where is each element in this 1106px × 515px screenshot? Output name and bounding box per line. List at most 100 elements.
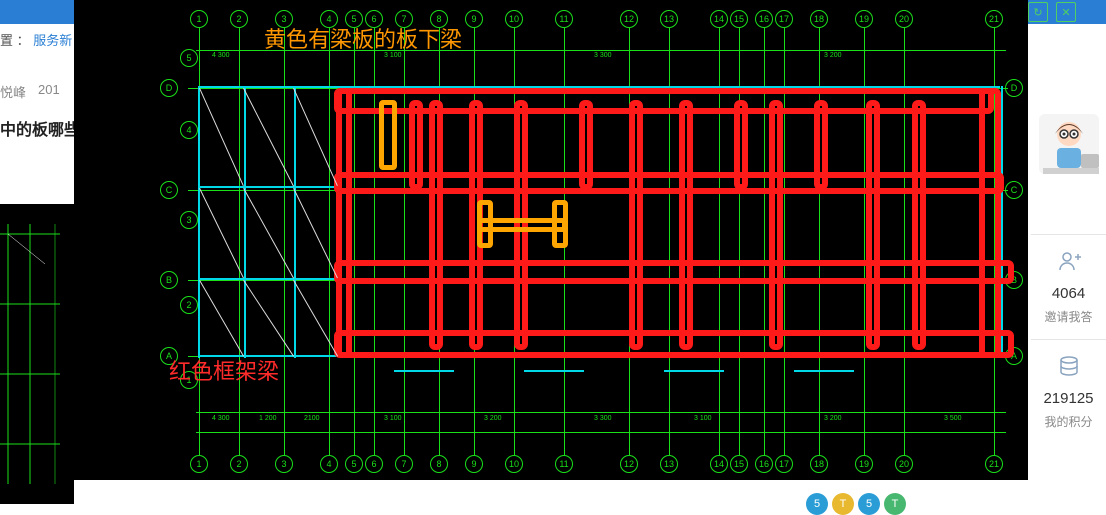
invite-label: 邀请我答: [1044, 308, 1092, 325]
badges-row: 5T5T: [806, 493, 906, 515]
red-beam-17: [979, 88, 1001, 358]
grid-bubble-bot-15: 16: [755, 455, 773, 473]
grid-bubble-right-D: D: [1005, 79, 1023, 97]
grid-bubble-right-C: C: [1005, 181, 1023, 199]
badge-1: T: [832, 493, 854, 515]
toolbar-icon-3[interactable]: ↻: [1028, 2, 1048, 22]
cyan-wall-9: [524, 370, 584, 372]
toolbar-icon-4[interactable]: ✕: [1056, 2, 1076, 22]
grid-bubble-bot-10: 11: [555, 455, 573, 473]
grid-bubble-top-1: 2: [230, 10, 248, 28]
cyan-wall-7: [294, 86, 296, 358]
grid-bubble-top-9: 10: [505, 10, 523, 28]
cyan-wall-11: [794, 370, 854, 372]
grid-bubble-bot-13: 14: [710, 455, 728, 473]
grid-bubble-bot-5: 6: [365, 455, 383, 473]
grid-bubble-top-15: 16: [755, 10, 773, 28]
grid-bubble-secondary-2: 2: [180, 296, 198, 314]
invite-card[interactable]: 4064 邀请我答: [1031, 234, 1106, 339]
grid-bubble-bot-18: 19: [855, 455, 873, 473]
grid-bubble-top-16: 17: [775, 10, 793, 28]
coins-icon: [1057, 354, 1081, 384]
points-label: 我的积分: [1044, 413, 1092, 430]
red-beam-4: [336, 88, 352, 358]
red-beam-14: [814, 100, 828, 190]
red-beam-5: [409, 100, 423, 190]
grid-bubble-bot-4: 5: [345, 455, 363, 473]
dim-text-9: 4 300: [212, 52, 230, 59]
annotation-red-frame: 红色框架梁: [169, 354, 279, 386]
red-beam-6: [429, 100, 443, 350]
grid-bubble-bot-0: 1: [190, 455, 208, 473]
diagonal-6: [199, 280, 244, 356]
sidebar: 4064 邀请我答 219125 我的积分: [1031, 54, 1106, 444]
diagonal-4: [243, 188, 294, 278]
grid-bubble-bot-19: 20: [895, 455, 913, 473]
grid-bubble-bot-8: 9: [465, 455, 483, 473]
cyan-wall-8: [394, 370, 454, 372]
grid-bubble-secondary-5: 5: [180, 49, 198, 67]
badge-3: T: [884, 493, 906, 515]
grid-bubble-top-12: 13: [660, 10, 678, 28]
orange-beam-0: [379, 100, 397, 170]
dim-text-3: 3 100: [384, 415, 402, 422]
grid-bubble-bot-3: 4: [320, 455, 338, 473]
cad-thumb-left: [0, 204, 74, 504]
grid-bubble-bot-14: 15: [730, 455, 748, 473]
orange-beam-3: [477, 218, 567, 232]
grid-bubble-top-19: 20: [895, 10, 913, 28]
diagonal-8: [293, 280, 338, 356]
grid-bubble-top-18: 19: [855, 10, 873, 28]
grid-bubble-top-17: 18: [810, 10, 828, 28]
grid-bubble-top-14: 15: [730, 10, 748, 28]
cyan-wall-6: [244, 86, 246, 358]
breadcrumb-link[interactable]: 服务新: [33, 33, 72, 48]
dim-text-11: 3 300: [594, 52, 612, 59]
annotation-yellow-beam: 黄色有梁板的板下梁: [264, 22, 462, 54]
dim-text-8: 3 500: [944, 415, 962, 422]
grid-bubble-top-10: 11: [555, 10, 573, 28]
red-beam-15: [866, 100, 880, 350]
cyan-wall-10: [664, 370, 724, 372]
diagonal-3: [199, 188, 244, 278]
dim-text-0: 4 300: [212, 415, 230, 422]
grid-bubble-left-C: C: [160, 181, 178, 199]
grid-bubble-bot-12: 13: [660, 455, 678, 473]
diagonal-0: [199, 88, 244, 186]
cyan-wall-3: [198, 278, 338, 280]
badge-2: 5: [858, 493, 880, 515]
cyan-wall-2: [198, 186, 338, 188]
cad-drawing: 1122334455667788991010111112121313141415…: [74, 0, 1028, 480]
grid-bubble-bot-20: 21: [985, 455, 1003, 473]
grid-bubble-bot-7: 8: [430, 455, 448, 473]
grid-bubble-left-B: B: [160, 271, 178, 289]
grid-bubble-secondary-4: 4: [180, 121, 198, 139]
grid-bubble-secondary-3: 3: [180, 211, 198, 229]
dim-text-4: 3 200: [484, 415, 502, 422]
grid-bubble-bot-6: 7: [395, 455, 413, 473]
user-plus-icon: [1057, 249, 1081, 279]
red-beam-9: [579, 100, 593, 190]
grid-bubble-top-13: 14: [710, 10, 728, 28]
breadcrumb: 置 ： 服务新: [0, 30, 72, 49]
grid-axis-v-3: [329, 28, 330, 455]
grid-bubble-bot-2: 3: [275, 455, 293, 473]
grid-bubble-bot-17: 18: [810, 455, 828, 473]
grid-bubble-top-8: 9: [465, 10, 483, 28]
red-beam-13: [769, 100, 783, 350]
grid-bubble-top-0: 1: [190, 10, 208, 28]
avatar-image: [1037, 112, 1101, 176]
grid-bubble-left-D: D: [160, 79, 178, 97]
grid-bubble-bot-11: 12: [620, 455, 638, 473]
dim-text-6: 3 100: [694, 415, 712, 422]
diagonal-7: [243, 280, 294, 357]
diagonal-2: [293, 88, 338, 186]
dim-text-1: 1 200: [259, 415, 277, 422]
cyan-wall-5: [1001, 86, 1003, 358]
dim-text-5: 3 300: [594, 415, 612, 422]
dim-text-12: 3 200: [824, 52, 842, 59]
post-author: 悦峰: [0, 82, 26, 101]
points-card[interactable]: 219125 我的积分: [1031, 339, 1106, 444]
post-meta: 悦峰 201: [0, 82, 60, 101]
grid-axis-v-1: [239, 28, 240, 455]
